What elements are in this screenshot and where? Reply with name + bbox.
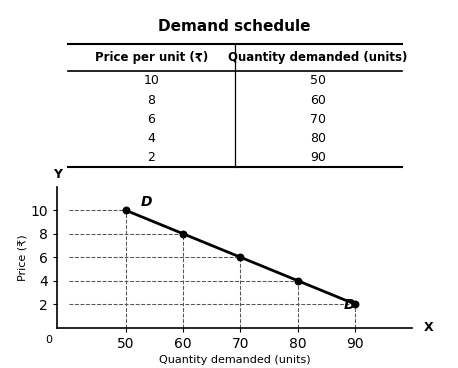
Point	[180, 231, 187, 237]
Text: 80: 80	[310, 132, 326, 145]
X-axis label: Quantity demanded (units): Quantity demanded (units)	[159, 355, 311, 365]
Text: 70: 70	[310, 113, 326, 126]
Point	[294, 278, 301, 284]
Point	[351, 301, 359, 307]
Text: Y: Y	[53, 168, 62, 181]
Text: D: D	[140, 195, 152, 209]
Point	[237, 254, 244, 260]
Text: Quantity demanded (units): Quantity demanded (units)	[229, 51, 408, 64]
Text: D: D	[344, 298, 355, 312]
Text: 50: 50	[310, 74, 326, 87]
Y-axis label: Price (₹): Price (₹)	[18, 234, 28, 280]
Text: Demand schedule: Demand schedule	[158, 19, 311, 34]
Text: 0: 0	[45, 335, 52, 344]
Text: 8: 8	[147, 93, 155, 106]
Text: 2: 2	[147, 151, 155, 164]
Text: Price per unit (₹): Price per unit (₹)	[95, 51, 208, 64]
Text: 60: 60	[310, 93, 326, 106]
Text: 90: 90	[310, 151, 326, 164]
Text: 6: 6	[147, 113, 155, 126]
Text: 4: 4	[147, 132, 155, 145]
Point	[122, 208, 130, 213]
Text: X: X	[424, 321, 433, 334]
Text: 10: 10	[143, 74, 159, 87]
